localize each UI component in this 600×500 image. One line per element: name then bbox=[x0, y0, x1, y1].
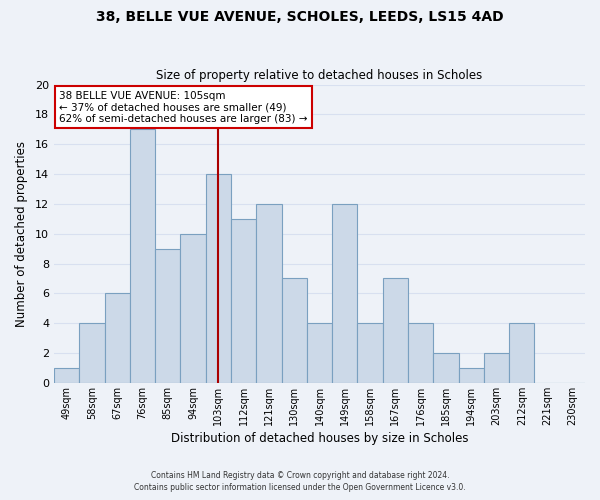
Bar bbox=[79, 323, 104, 383]
Bar bbox=[54, 368, 79, 383]
Bar bbox=[332, 204, 358, 383]
Title: Size of property relative to detached houses in Scholes: Size of property relative to detached ho… bbox=[157, 69, 482, 82]
Bar bbox=[206, 174, 231, 383]
Bar bbox=[104, 294, 130, 383]
Text: 38, BELLE VUE AVENUE, SCHOLES, LEEDS, LS15 4AD: 38, BELLE VUE AVENUE, SCHOLES, LEEDS, LS… bbox=[96, 10, 504, 24]
Bar bbox=[484, 353, 509, 383]
Text: Contains HM Land Registry data © Crown copyright and database right 2024.
Contai: Contains HM Land Registry data © Crown c… bbox=[134, 471, 466, 492]
Y-axis label: Number of detached properties: Number of detached properties bbox=[15, 140, 28, 326]
Bar bbox=[155, 248, 181, 383]
Text: 38 BELLE VUE AVENUE: 105sqm
← 37% of detached houses are smaller (49)
62% of sem: 38 BELLE VUE AVENUE: 105sqm ← 37% of det… bbox=[59, 90, 308, 124]
Bar bbox=[383, 278, 408, 383]
Bar bbox=[458, 368, 484, 383]
Bar bbox=[130, 130, 155, 383]
X-axis label: Distribution of detached houses by size in Scholes: Distribution of detached houses by size … bbox=[171, 432, 468, 445]
Bar bbox=[181, 234, 206, 383]
Bar bbox=[231, 219, 256, 383]
Bar bbox=[433, 353, 458, 383]
Bar bbox=[509, 323, 535, 383]
Bar bbox=[408, 323, 433, 383]
Bar bbox=[281, 278, 307, 383]
Bar bbox=[307, 323, 332, 383]
Bar bbox=[358, 323, 383, 383]
Bar bbox=[256, 204, 281, 383]
